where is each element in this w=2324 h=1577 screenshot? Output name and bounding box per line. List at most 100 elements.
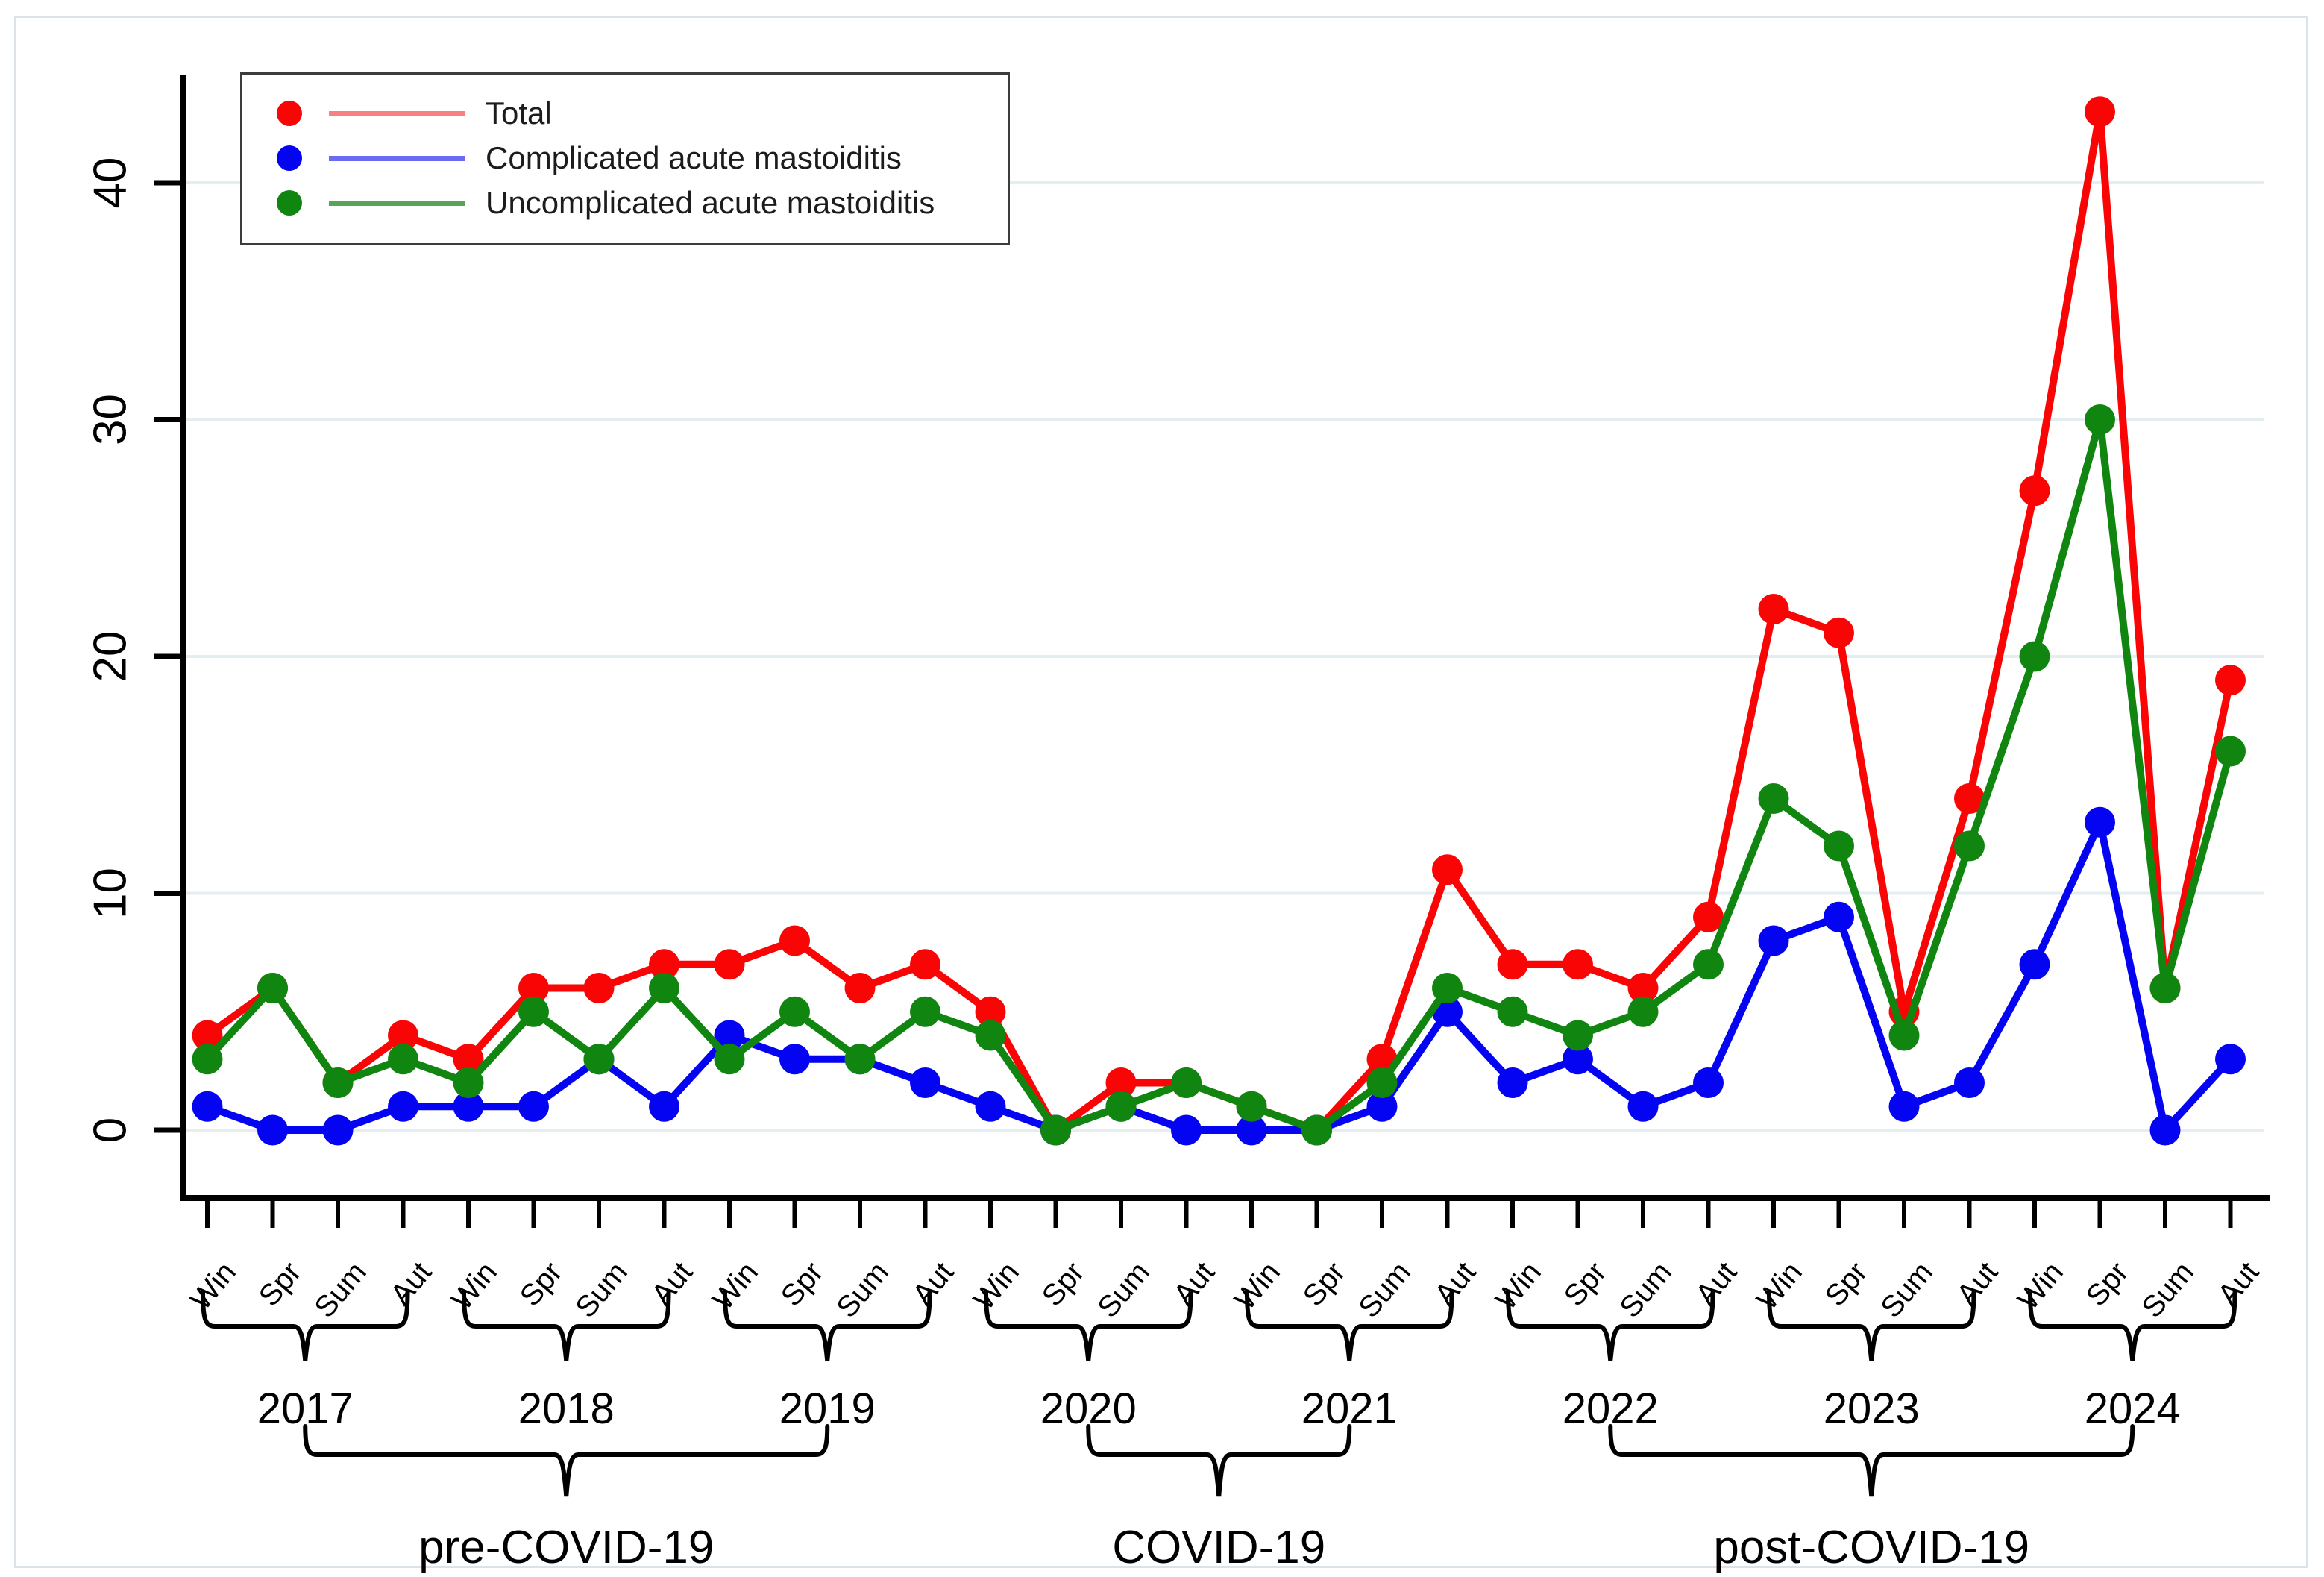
data-point	[779, 996, 810, 1027]
data-point	[1888, 1091, 1920, 1122]
season-tick-label: Win	[1750, 1256, 1809, 1317]
legend-marker-dot	[277, 101, 302, 126]
y-tick-label: 30	[84, 394, 136, 445]
period-brace	[1608, 1424, 2135, 1497]
y-tick-label: 20	[84, 631, 136, 683]
data-point	[1824, 830, 1854, 862]
data-point	[257, 973, 288, 1003]
period-brace	[1086, 1424, 1352, 1497]
data-point	[1040, 1114, 1071, 1146]
season-tick-label: Spr	[1297, 1256, 1352, 1313]
data-point	[1627, 996, 1659, 1027]
season-tick-label: Win	[445, 1256, 503, 1317]
data-point	[1954, 1067, 1985, 1098]
data-point	[453, 1091, 484, 1122]
data-point	[1563, 1020, 1593, 1051]
data-point	[1563, 1044, 1593, 1075]
data-point	[779, 1044, 810, 1075]
data-point	[1888, 1020, 1920, 1051]
data-point	[388, 1020, 418, 1051]
data-point	[1236, 1114, 1267, 1146]
season-tick-label: Aut	[1950, 1256, 2004, 1311]
season-tick-label: Win	[2011, 1256, 2070, 1317]
data-point	[649, 973, 679, 1003]
data-point	[1693, 901, 1724, 932]
period-brace	[303, 1424, 830, 1497]
data-point	[2085, 96, 2115, 128]
data-point	[1627, 1091, 1659, 1122]
data-point	[2019, 641, 2050, 672]
season-tick-label: Sum	[830, 1256, 895, 1324]
data-point	[2215, 736, 2246, 767]
legend-line-sample	[329, 110, 465, 116]
season-tick-label: Spr	[514, 1256, 569, 1313]
season-tick-label: Sum	[1352, 1256, 1417, 1324]
data-point	[1497, 1067, 1528, 1098]
data-point	[844, 1044, 876, 1075]
legend-line-sample	[329, 155, 465, 161]
data-point	[322, 1067, 354, 1098]
data-point	[844, 973, 876, 1003]
data-point	[1563, 949, 1593, 980]
data-point	[192, 1091, 223, 1122]
data-point	[1497, 949, 1528, 980]
season-tick-label: Spr	[1819, 1256, 1874, 1313]
data-point	[388, 1091, 418, 1122]
season-tick-label: Aut	[384, 1256, 438, 1311]
season-tick-label: Win	[184, 1256, 242, 1317]
legend-box: Total Complicated acute mastoiditis Unco…	[240, 72, 1010, 245]
legend-item-uncomplicated: Uncomplicated acute mastoiditis	[242, 182, 1008, 224]
data-point	[714, 949, 745, 980]
legend-item-total: Total	[242, 93, 1008, 134]
data-point	[2149, 1114, 2181, 1146]
data-point	[1366, 1067, 1398, 1098]
season-tick-label: Aut	[1428, 1256, 1482, 1311]
data-point	[1693, 1067, 1724, 1098]
data-point	[1236, 1091, 1267, 1122]
data-point	[192, 1020, 223, 1051]
year-brace	[1767, 1290, 1976, 1361]
season-tick-label: Aut	[1167, 1256, 1221, 1311]
season-tick-label: Spr	[1558, 1256, 1613, 1313]
data-point	[1366, 1091, 1398, 1122]
legend-marker-dot	[277, 190, 302, 216]
period-label: post-COVID-19	[1713, 1522, 2029, 1573]
data-point	[2085, 806, 2115, 838]
data-point	[388, 1044, 418, 1075]
data-point	[518, 973, 549, 1003]
data-point	[1693, 949, 1724, 980]
season-tick-label: Sum	[569, 1256, 634, 1324]
data-point	[518, 996, 549, 1027]
year-brace	[723, 1290, 932, 1361]
season-tick-label: Aut	[906, 1256, 960, 1311]
season-tick-label: Sum	[1091, 1256, 1156, 1324]
data-point	[975, 996, 1006, 1027]
series-line-2	[204, 416, 2235, 1134]
season-tick-label: Win	[1489, 1256, 1548, 1317]
data-point	[1497, 996, 1528, 1027]
season-tick-label: Spr	[253, 1256, 308, 1313]
data-point	[1105, 1091, 1137, 1122]
season-tick-label: Sum	[1613, 1256, 1678, 1324]
season-tick-label: Win	[1228, 1256, 1287, 1317]
data-point	[1758, 783, 1789, 814]
data-point	[1105, 1067, 1137, 1098]
period-label: pre-COVID-19	[418, 1522, 714, 1573]
data-point	[714, 1020, 745, 1051]
data-point	[779, 925, 810, 956]
data-point	[975, 1020, 1006, 1051]
data-point	[1432, 854, 1463, 885]
year-label: 2023	[1824, 1385, 1920, 1433]
season-tick-label: Sum	[308, 1256, 373, 1324]
data-point	[1627, 973, 1659, 1003]
legend-label: Uncomplicated acute mastoiditis	[486, 185, 935, 220]
data-point	[910, 1067, 940, 1098]
season-tick-label: Win	[967, 1256, 1026, 1317]
season-tick-label: Aut	[645, 1256, 699, 1311]
legend-label: Total	[486, 95, 552, 131]
year-brace	[201, 1290, 410, 1361]
year-brace	[984, 1290, 1193, 1361]
data-point	[910, 996, 940, 1027]
data-point	[583, 973, 615, 1003]
